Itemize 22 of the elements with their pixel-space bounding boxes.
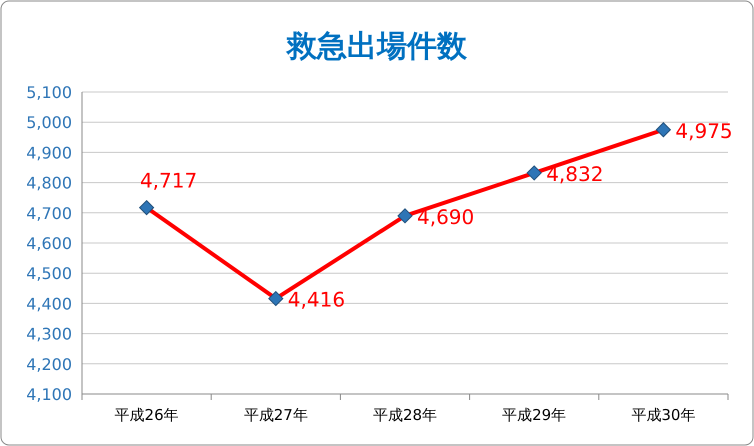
y-tick-label: 4,900 [26,143,72,162]
chart-title: 救急出場件数 [285,29,468,64]
y-tick-label: 5,100 [26,83,72,102]
x-tick-label: 平成26年 [114,406,179,424]
y-tick-label: 4,300 [26,324,72,344]
y-tick-label: 5,000 [26,113,72,132]
y-tick-label: 4,400 [26,294,72,314]
y-tick-label: 4,700 [26,204,72,223]
x-tick-label: 平成28年 [372,406,438,424]
y-tick-label: 4,600 [26,234,72,253]
y-tick-label: 4,500 [26,264,72,284]
data-label: 4,832 [546,162,604,186]
data-label: 4,416 [288,288,346,312]
y-tick-label: 4,800 [26,174,72,193]
x-tick-label: 平成27年 [244,406,308,424]
y-tick-label: 4,100 [26,385,72,404]
y-tick-label: 4,200 [26,354,72,374]
data-label: 4,975 [675,118,733,143]
data-label: 4,690 [417,204,474,229]
x-tick-label: 平成29年 [502,406,566,424]
data-label: 4,717 [140,168,198,193]
x-tick-label: 平成30年 [631,406,696,424]
